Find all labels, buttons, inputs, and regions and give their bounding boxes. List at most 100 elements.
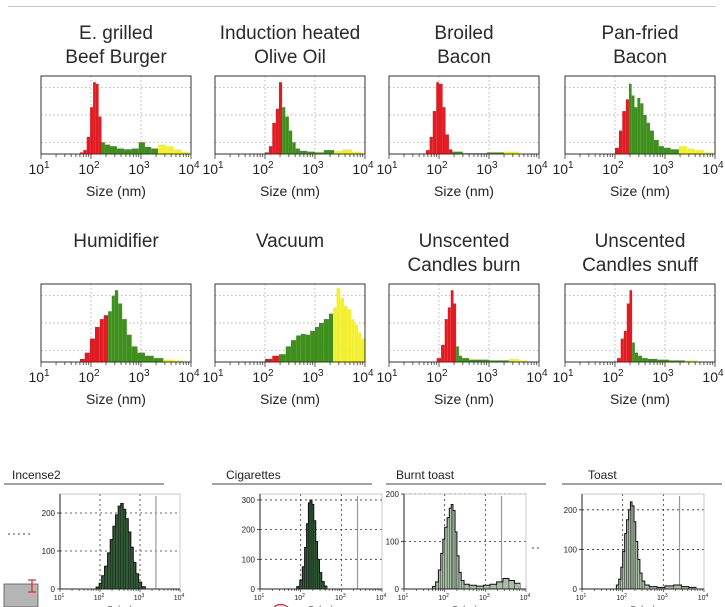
x-tick-exponent: 4 [368, 368, 374, 379]
x-tick-label: 104 [526, 368, 548, 385]
x-tick-exponent: 3 [492, 160, 498, 171]
chart-panel: Cigarettes0100200300101102103104Dp(nm) [208, 464, 387, 607]
x-tick-exponent: 2 [302, 593, 305, 599]
y-tick-label: 200 [42, 509, 56, 518]
x-tick-exponent: 1 [406, 593, 409, 599]
histogram-bar [462, 358, 470, 362]
x-tick-label: 103 [652, 160, 674, 177]
histogram-bar [124, 149, 132, 154]
x-tick-exponent: 2 [618, 160, 624, 171]
histogram-bar [504, 151, 520, 154]
histogram-bar [445, 134, 449, 154]
histogram-bar [643, 115, 647, 154]
histogram-bar [670, 149, 679, 154]
histogram-bar [79, 152, 84, 154]
x-tick-label: 101 [376, 368, 398, 385]
histogram-bar [658, 146, 664, 154]
x-tick-exponent: 1 [392, 368, 398, 379]
histogram-bar [447, 307, 451, 362]
x-tick-label: 103 [302, 160, 324, 177]
histogram-bar [120, 503, 124, 590]
histogram-bar [122, 319, 127, 362]
histogram-bar [448, 149, 453, 154]
histogram-bar [110, 146, 117, 154]
x-tick-exponent: 4 [542, 160, 548, 171]
x-tick-label: 104 [178, 160, 200, 177]
histogram-bar [93, 82, 96, 154]
chart-title: Cigarettes [226, 468, 281, 482]
histogram-bar [315, 152, 324, 154]
plot-frame [564, 283, 716, 363]
x-tick-exponent: 2 [94, 160, 100, 171]
histogram-bar [634, 352, 639, 362]
x-tick-exponent: 4 [384, 593, 387, 599]
x-tick-label: 104 [526, 160, 548, 177]
chart-panel: Unscented Candles snuff 101 102 103 104 Size … [552, 230, 725, 426]
x-tick-label: 102 [78, 368, 100, 385]
histogram-bar [173, 360, 184, 362]
chart-svg: 101 102 103 104 Size (nm) [28, 75, 200, 199]
x-axis-label: Size (nm) [86, 183, 146, 199]
histogram-bar [663, 147, 671, 154]
x-tick-label: 102 [426, 160, 448, 177]
histogram-outline [95, 503, 146, 589]
histogram-bar [118, 303, 123, 362]
plot-frame [581, 493, 705, 590]
chart-svg: 101 102 103 104 Size (nm) [202, 283, 374, 407]
histogram-bar [265, 152, 269, 154]
x-tick-label: 102 [616, 593, 627, 602]
x-tick-exponent: 2 [624, 593, 627, 599]
histogram-bar [309, 499, 313, 590]
histogram-bar [486, 152, 505, 154]
x-tick-label: 102 [78, 160, 100, 177]
x-tick-exponent: 3 [343, 593, 346, 599]
x-tick-label: 104 [702, 368, 724, 385]
histogram-bar [278, 354, 286, 362]
chart-title: Humidifier [73, 231, 159, 252]
histogram-bar [449, 508, 452, 590]
histogram-bar [86, 136, 91, 154]
x-tick-exponent: 4 [706, 593, 709, 599]
x-tick-exponent: 3 [487, 593, 490, 599]
x-tick-exponent: 3 [142, 593, 145, 599]
histogram-bar [687, 148, 696, 154]
histogram-bar [272, 355, 279, 362]
x-axis-label: Size (nm) [260, 183, 320, 199]
x-tick-exponent: 2 [446, 593, 449, 599]
x-tick-exponent: 2 [442, 368, 448, 379]
x-tick-exponent: 1 [44, 160, 50, 171]
histogram-bar [153, 358, 164, 362]
histogram-bar [285, 346, 291, 362]
histogram-bar [131, 346, 138, 362]
histogram-bar [458, 355, 463, 362]
x-tick-exponent: 1 [262, 593, 265, 599]
histogram-bar [646, 122, 650, 154]
histogram-bar [626, 303, 630, 362]
histogram-bar [684, 360, 698, 362]
histogram-bar [649, 130, 654, 154]
x-tick-exponent: 3 [144, 368, 150, 379]
histogram-bar [328, 313, 334, 362]
histogram-bar [496, 581, 504, 590]
histogram-bar [343, 305, 348, 362]
histogram-bar [634, 107, 638, 154]
chart-panel: E. grilled Beef Burger 101 102 103 104 Size (… [28, 22, 226, 218]
x-tick-label: 103 [128, 160, 150, 177]
x-tick-label: 104 [352, 160, 374, 177]
histogram-bar [318, 323, 324, 362]
x-axis-label: Size (nm) [610, 183, 670, 199]
histogram-bar [668, 360, 685, 362]
chart-title: Induction heated Olive Oil [219, 23, 361, 68]
x-tick-exponent: 2 [442, 160, 448, 171]
histogram-bar [268, 146, 273, 154]
x-tick-exponent: 2 [268, 368, 274, 379]
histogram-bar [622, 111, 626, 154]
x-tick-label: 102 [426, 368, 448, 385]
y-tick-label: 100 [42, 547, 56, 556]
x-tick-exponent: 3 [668, 160, 674, 171]
chart-panel: Toast0100200101102103104Dp(nm) [558, 464, 725, 607]
histogram-bar [630, 501, 633, 590]
x-tick-exponent: 4 [528, 593, 531, 599]
histogram-bar [151, 148, 159, 154]
histogram-bar [358, 332, 362, 362]
